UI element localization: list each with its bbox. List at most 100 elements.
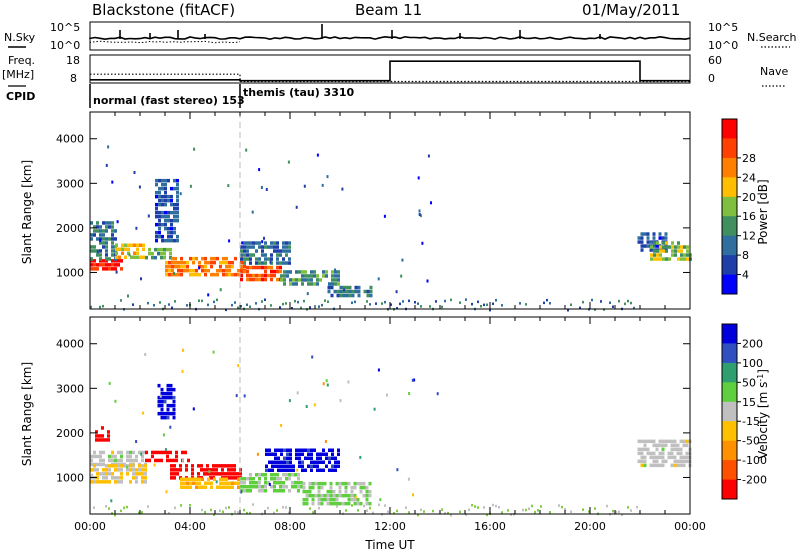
freq-tick-top: 18	[66, 54, 80, 67]
echo-cell	[679, 439, 683, 444]
echo-cell	[99, 225, 102, 229]
echo-cell	[680, 249, 683, 253]
echo-speck	[313, 403, 316, 407]
echo-cell	[237, 268, 240, 273]
echo-cell	[294, 473, 297, 477]
echo-cell	[249, 489, 252, 493]
echo-cell	[310, 460, 313, 464]
colorbar-step	[722, 235, 737, 256]
echo-cell	[173, 238, 176, 243]
echo-cell	[114, 263, 117, 267]
echo-cell	[285, 485, 288, 489]
echo-cell	[255, 485, 258, 489]
echo-cell	[274, 464, 277, 468]
echo-cell	[121, 243, 124, 247]
echo-cell	[166, 454, 169, 459]
echo-speck	[142, 411, 145, 415]
echo-cell	[201, 268, 204, 273]
colorbar-step	[722, 343, 737, 364]
echo-cell	[652, 439, 656, 444]
echo-cell	[219, 481, 222, 485]
echo-cell	[337, 278, 340, 282]
echo-cell	[144, 472, 147, 476]
echo-cell	[164, 238, 167, 243]
echo-cell	[120, 468, 123, 472]
echo-cell	[141, 464, 144, 468]
echo-cell	[203, 472, 206, 476]
echo-cell	[359, 501, 363, 506]
echo-cell	[160, 458, 163, 463]
echo-speck	[354, 495, 357, 499]
echo-speck	[436, 392, 439, 396]
echo-cell	[279, 489, 282, 493]
echo-cell	[120, 476, 123, 480]
echo-cell	[225, 272, 228, 277]
echo-cell	[268, 448, 271, 452]
echo-cell	[99, 259, 102, 263]
echo-cell	[345, 293, 349, 298]
echo-cell	[365, 501, 369, 506]
echo-cell	[664, 459, 668, 464]
ground-scatter-cell	[492, 503, 494, 507]
echo-cell	[279, 253, 282, 257]
echo-cell	[368, 493, 372, 498]
echo-cell	[337, 274, 340, 278]
echo-cell	[353, 497, 357, 502]
echo-cell	[206, 472, 209, 476]
echo-cell	[640, 451, 644, 456]
echo-cell	[356, 501, 360, 506]
colorbar-tick-label: 28	[742, 152, 756, 165]
colorbar-step	[722, 479, 737, 500]
echo-cell	[185, 464, 188, 468]
echo-cell	[249, 473, 252, 477]
echo-cell	[311, 497, 315, 502]
ground-scatter-cell	[570, 303, 572, 306]
echo-cell	[658, 443, 662, 448]
echo-speck	[208, 470, 211, 474]
echo-cell	[191, 464, 194, 468]
echo-cell	[189, 477, 192, 481]
echo-cell	[96, 237, 99, 241]
echo-cell	[264, 477, 267, 481]
echo-cell	[682, 455, 686, 460]
echo-cell	[328, 468, 331, 472]
ground-scatter-cell	[309, 507, 311, 510]
echo-cell	[120, 472, 123, 476]
echo-cell	[368, 501, 372, 506]
echo-cell	[286, 452, 289, 456]
echo-cell	[258, 477, 261, 481]
echo-cell	[682, 463, 686, 468]
echo-cell	[105, 464, 108, 468]
echo-cell	[160, 251, 163, 256]
power-colorbar-label: Power [dB]	[756, 179, 770, 244]
nsky-tick-top: 10^5	[50, 21, 80, 34]
echo-cell	[221, 464, 224, 468]
echo-cell	[158, 218, 161, 223]
echo-cell	[231, 481, 234, 485]
echo-cell	[101, 438, 104, 442]
ground-scatter-cell	[615, 510, 617, 514]
echo-cell	[653, 257, 656, 261]
echo-cell	[163, 391, 167, 396]
echo-speck	[227, 184, 230, 188]
echo-cell	[176, 182, 179, 187]
echo-cell	[276, 245, 279, 249]
y-tick-label: 3000	[56, 177, 84, 190]
echo-cell	[170, 218, 173, 223]
echo-cell	[686, 253, 689, 257]
ground-scatter-cell	[627, 299, 629, 303]
echo-cell	[164, 202, 167, 207]
echo-cell	[351, 289, 355, 294]
echo-cell	[276, 249, 279, 253]
echo-cell	[102, 468, 105, 472]
echo-cell	[216, 485, 219, 489]
echo-cell	[659, 257, 662, 261]
echo-cell	[164, 218, 167, 223]
ground-scatter-cell	[213, 513, 215, 516]
echo-cell	[322, 270, 325, 274]
ground-scatter-cell	[528, 507, 530, 510]
echo-speck	[159, 394, 162, 398]
echo-cell	[335, 493, 339, 498]
echo-cell	[179, 468, 182, 472]
